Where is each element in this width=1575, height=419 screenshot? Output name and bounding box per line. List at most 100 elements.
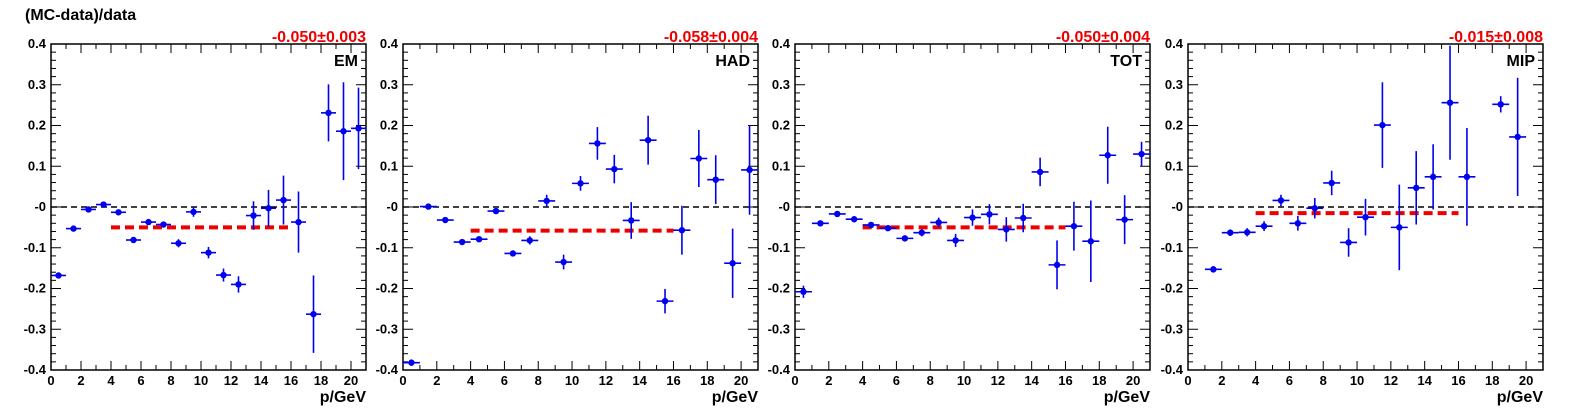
y-tick-label: 0.1 [772, 158, 790, 173]
data-point [1289, 215, 1307, 231]
y-tick-label: -0.1 [1161, 240, 1183, 255]
data-marker [918, 229, 925, 236]
panel-label: HAD [715, 53, 750, 70]
data-marker [850, 216, 858, 223]
y-tick-label: -0.2 [24, 281, 46, 296]
data-point [1323, 170, 1341, 196]
y-tick-label: -0.4 [1161, 362, 1184, 377]
data-point [216, 268, 231, 282]
data-point [96, 201, 111, 208]
x-tick-label: 12 [599, 373, 613, 388]
data-marker [969, 214, 976, 221]
data-marker [175, 240, 182, 247]
y-tick-label: 0.4 [28, 36, 47, 51]
data-point [1221, 229, 1239, 236]
x-tick-label: 2 [77, 373, 84, 388]
data-marker [160, 221, 167, 228]
data-point [913, 229, 931, 237]
data-marker [1087, 238, 1095, 245]
data-marker [130, 236, 137, 244]
data-point [306, 275, 321, 353]
x-axis-title: p/GeV [1104, 389, 1151, 406]
data-point [436, 216, 454, 224]
data-point [930, 217, 948, 228]
data-marker [1210, 266, 1217, 273]
panel-tot: 0 2 4 6 8 10 12 14 16 18 20 -0.4 -0.3 -0.2 -0.1 -0 0.1 0.… [768, 29, 1151, 406]
y-tick-label: 0.3 [1165, 77, 1183, 92]
data-point [1340, 228, 1358, 257]
panel-label: MIP [1507, 53, 1536, 70]
data-marker [100, 201, 107, 208]
data-marker [310, 310, 317, 318]
data-marker [1036, 168, 1044, 176]
y-tick-label: -0 [34, 199, 46, 214]
data-point [470, 235, 488, 243]
data-point [555, 254, 573, 270]
data-point [997, 217, 1015, 242]
data-marker [695, 155, 703, 162]
data-point [795, 285, 812, 298]
y-tick-label: 0.2 [380, 118, 398, 133]
data-marker [1138, 150, 1145, 158]
data-point [201, 246, 216, 259]
data-point [521, 236, 539, 245]
data-marker [509, 250, 517, 257]
x-tick-label: 16 [1058, 373, 1072, 388]
data-point [879, 224, 897, 232]
data-marker [800, 288, 807, 295]
x-tick-label: 4 [1252, 373, 1260, 388]
y-tick-label: 0.1 [380, 158, 398, 173]
x-tick-label: 18 [314, 373, 328, 388]
y-tick-label: 0.4 [1165, 36, 1184, 51]
data-marker [986, 211, 993, 218]
y-tick-label: -0.1 [376, 240, 398, 255]
fit-result-label: -0.058±0.004 [664, 29, 758, 46]
data-marker [70, 225, 77, 232]
y-tick-label: -0.1 [24, 240, 46, 255]
data-point [656, 288, 674, 314]
data-marker [628, 217, 635, 224]
data-point [1441, 45, 1459, 160]
data-marker [325, 109, 332, 117]
data-marker [355, 125, 362, 132]
data-marker [884, 224, 892, 232]
data-point [1458, 127, 1476, 226]
x-tick-label: 14 [254, 373, 269, 388]
x-tick-label: 18 [1092, 373, 1106, 388]
data-marker [1311, 205, 1318, 212]
data-point [811, 220, 829, 227]
x-axis-title: p/GeV [1497, 389, 1544, 406]
data-marker [1121, 216, 1128, 223]
data-point [81, 206, 96, 213]
panel-label: EM [334, 53, 358, 70]
data-marker [1446, 99, 1454, 106]
data-point [1031, 157, 1049, 187]
data-marker [644, 136, 652, 144]
x-tick-label: 6 [893, 373, 900, 388]
data-point [1424, 144, 1442, 210]
data-marker [475, 235, 483, 243]
data-point [828, 210, 846, 218]
data-point [1272, 194, 1290, 207]
data-marker [1514, 133, 1521, 141]
x-tick-label: 6 [1286, 373, 1293, 388]
data-point [504, 250, 522, 257]
data-marker [560, 258, 567, 266]
data-point [1065, 201, 1083, 251]
data-point [980, 204, 998, 225]
data-point [1048, 240, 1066, 290]
data-point [690, 129, 708, 188]
panels: 0 2 4 6 8 10 12 14 16 18 20-0.4-0.3-0.2-0.1-00.10.… [24, 29, 1544, 406]
data-point [261, 189, 276, 227]
data-marker [867, 221, 875, 229]
data-marker [746, 166, 753, 174]
y-tick-label: 0.2 [28, 118, 46, 133]
x-tick-label: 0 [1184, 373, 1191, 388]
data-marker [594, 140, 601, 147]
data-marker [492, 207, 500, 215]
data-marker [55, 272, 62, 279]
data-marker [1396, 224, 1403, 231]
y-tick-label: -0.3 [376, 321, 398, 336]
x-tick-label: 8 [167, 373, 174, 388]
